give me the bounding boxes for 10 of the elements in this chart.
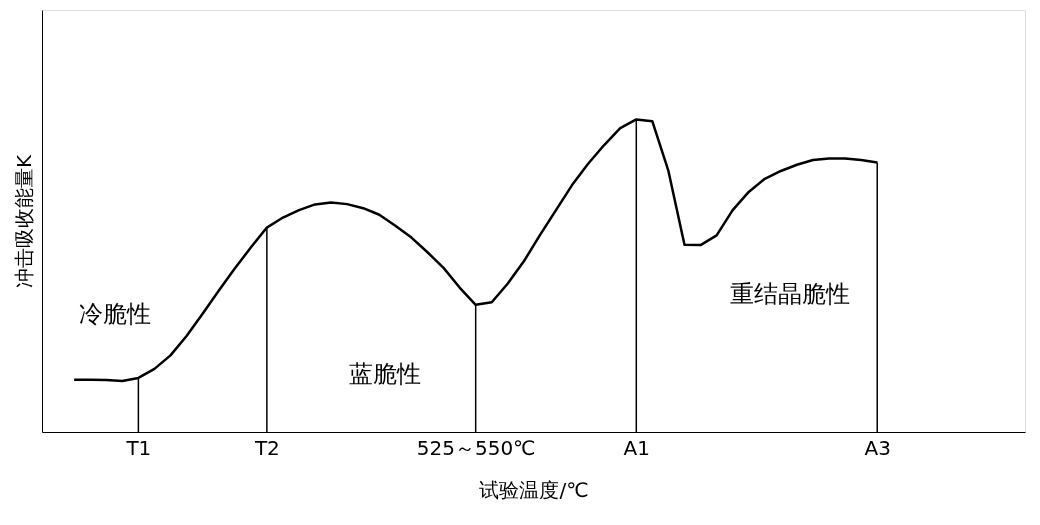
annotation: 冷脆性 xyxy=(79,300,151,328)
x-tick-label: T2 xyxy=(253,435,280,460)
y-axis-title: 冲击吸收能量K xyxy=(11,154,36,289)
annotation: 重结晶脆性 xyxy=(730,280,850,308)
annotation: 蓝脆性 xyxy=(349,360,421,388)
x-tick-label: 525～550℃ xyxy=(416,435,536,460)
x-tick-label: A3 xyxy=(864,435,891,460)
x-axis-title: 试验温度/℃ xyxy=(479,477,589,502)
x-tick-label: T1 xyxy=(125,435,152,460)
x-tick-label: A1 xyxy=(623,435,650,460)
